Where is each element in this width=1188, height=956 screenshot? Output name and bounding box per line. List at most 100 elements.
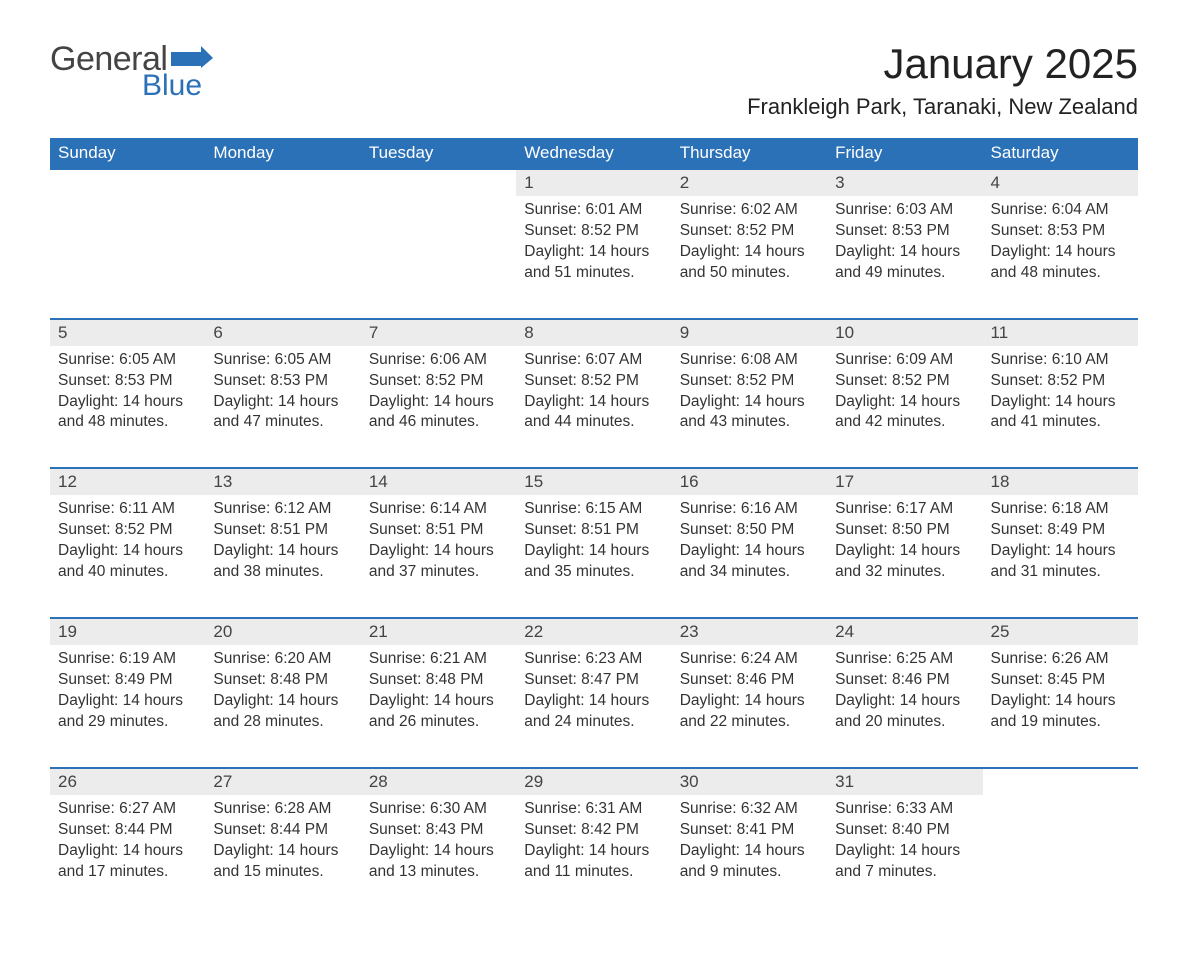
weekday-header: Saturday xyxy=(983,138,1138,169)
day-number: 6 xyxy=(205,319,360,346)
daylight-line: Daylight: 14 hours and 41 minutes. xyxy=(991,392,1130,434)
daylight-line: Daylight: 14 hours and 7 minutes. xyxy=(835,841,974,883)
sunset-line: Sunset: 8:46 PM xyxy=(835,670,974,691)
day-number: 15 xyxy=(516,468,671,495)
day-cell: Sunrise: 6:20 AMSunset: 8:48 PMDaylight:… xyxy=(205,645,360,768)
day-cell: Sunrise: 6:21 AMSunset: 8:48 PMDaylight:… xyxy=(361,645,516,768)
sunset-line: Sunset: 8:45 PM xyxy=(991,670,1130,691)
empty-day xyxy=(205,196,360,319)
empty-day xyxy=(205,169,360,196)
daylight-line: Daylight: 14 hours and 47 minutes. xyxy=(213,392,352,434)
day-number: 7 xyxy=(361,319,516,346)
sunset-line: Sunset: 8:51 PM xyxy=(524,520,663,541)
sunrise-line: Sunrise: 6:09 AM xyxy=(835,350,974,371)
sunset-line: Sunset: 8:52 PM xyxy=(524,371,663,392)
sunrise-line: Sunrise: 6:23 AM xyxy=(524,649,663,670)
sunrise-line: Sunrise: 6:11 AM xyxy=(58,499,197,520)
day-number: 26 xyxy=(50,768,205,795)
sunset-line: Sunset: 8:53 PM xyxy=(213,371,352,392)
sunset-line: Sunset: 8:49 PM xyxy=(58,670,197,691)
daylight-line: Daylight: 14 hours and 37 minutes. xyxy=(369,541,508,583)
daylight-line: Daylight: 14 hours and 43 minutes. xyxy=(680,392,819,434)
day-number: 16 xyxy=(672,468,827,495)
sunrise-line: Sunrise: 6:31 AM xyxy=(524,799,663,820)
sunset-line: Sunset: 8:46 PM xyxy=(680,670,819,691)
sunrise-line: Sunrise: 6:32 AM xyxy=(680,799,819,820)
day-cell: Sunrise: 6:07 AMSunset: 8:52 PMDaylight:… xyxy=(516,346,671,469)
day-number: 22 xyxy=(516,618,671,645)
day-number: 1 xyxy=(516,169,671,196)
day-cell: Sunrise: 6:11 AMSunset: 8:52 PMDaylight:… xyxy=(50,495,205,618)
sunrise-line: Sunrise: 6:27 AM xyxy=(58,799,197,820)
sunset-line: Sunset: 8:48 PM xyxy=(369,670,508,691)
daylight-line: Daylight: 14 hours and 13 minutes. xyxy=(369,841,508,883)
daylight-line: Daylight: 14 hours and 19 minutes. xyxy=(991,691,1130,733)
sunrise-line: Sunrise: 6:01 AM xyxy=(524,200,663,221)
location: Frankleigh Park, Taranaki, New Zealand xyxy=(747,94,1138,120)
weekday-header: Wednesday xyxy=(516,138,671,169)
day-number-row: 12131415161718 xyxy=(50,468,1138,495)
daylight-line: Daylight: 14 hours and 50 minutes. xyxy=(680,242,819,284)
sunset-line: Sunset: 8:52 PM xyxy=(58,520,197,541)
sunset-line: Sunset: 8:44 PM xyxy=(213,820,352,841)
empty-day xyxy=(983,795,1138,917)
day-cell: Sunrise: 6:09 AMSunset: 8:52 PMDaylight:… xyxy=(827,346,982,469)
day-cell: Sunrise: 6:16 AMSunset: 8:50 PMDaylight:… xyxy=(672,495,827,618)
day-cell: Sunrise: 6:30 AMSunset: 8:43 PMDaylight:… xyxy=(361,795,516,917)
title-block: January 2025 Frankleigh Park, Taranaki, … xyxy=(747,40,1138,120)
sunrise-line: Sunrise: 6:18 AM xyxy=(991,499,1130,520)
sunset-line: Sunset: 8:41 PM xyxy=(680,820,819,841)
sunrise-line: Sunrise: 6:20 AM xyxy=(213,649,352,670)
day-cell: Sunrise: 6:24 AMSunset: 8:46 PMDaylight:… xyxy=(672,645,827,768)
sunrise-line: Sunrise: 6:24 AM xyxy=(680,649,819,670)
daylight-line: Daylight: 14 hours and 32 minutes. xyxy=(835,541,974,583)
day-number: 30 xyxy=(672,768,827,795)
day-cell: Sunrise: 6:06 AMSunset: 8:52 PMDaylight:… xyxy=(361,346,516,469)
sunrise-line: Sunrise: 6:04 AM xyxy=(991,200,1130,221)
day-content-row: Sunrise: 6:27 AMSunset: 8:44 PMDaylight:… xyxy=(50,795,1138,917)
sunrise-line: Sunrise: 6:25 AM xyxy=(835,649,974,670)
sunset-line: Sunset: 8:52 PM xyxy=(680,371,819,392)
sunset-line: Sunset: 8:43 PM xyxy=(369,820,508,841)
day-cell: Sunrise: 6:17 AMSunset: 8:50 PMDaylight:… xyxy=(827,495,982,618)
sunrise-line: Sunrise: 6:07 AM xyxy=(524,350,663,371)
sunrise-line: Sunrise: 6:06 AM xyxy=(369,350,508,371)
sunset-line: Sunset: 8:51 PM xyxy=(369,520,508,541)
day-cell: Sunrise: 6:32 AMSunset: 8:41 PMDaylight:… xyxy=(672,795,827,917)
daylight-line: Daylight: 14 hours and 40 minutes. xyxy=(58,541,197,583)
day-cell: Sunrise: 6:28 AMSunset: 8:44 PMDaylight:… xyxy=(205,795,360,917)
sunrise-line: Sunrise: 6:28 AM xyxy=(213,799,352,820)
day-number: 19 xyxy=(50,618,205,645)
sunrise-line: Sunrise: 6:21 AM xyxy=(369,649,508,670)
day-number: 4 xyxy=(983,169,1138,196)
day-number: 5 xyxy=(50,319,205,346)
day-number: 27 xyxy=(205,768,360,795)
sunrise-line: Sunrise: 6:14 AM xyxy=(369,499,508,520)
empty-day xyxy=(50,196,205,319)
day-number: 17 xyxy=(827,468,982,495)
daylight-line: Daylight: 14 hours and 34 minutes. xyxy=(680,541,819,583)
daylight-line: Daylight: 14 hours and 26 minutes. xyxy=(369,691,508,733)
daylight-line: Daylight: 14 hours and 31 minutes. xyxy=(991,541,1130,583)
daylight-line: Daylight: 14 hours and 38 minutes. xyxy=(213,541,352,583)
day-content-row: Sunrise: 6:19 AMSunset: 8:49 PMDaylight:… xyxy=(50,645,1138,768)
day-number: 8 xyxy=(516,319,671,346)
empty-day xyxy=(361,169,516,196)
sunset-line: Sunset: 8:44 PM xyxy=(58,820,197,841)
daylight-line: Daylight: 14 hours and 44 minutes. xyxy=(524,392,663,434)
daylight-line: Daylight: 14 hours and 46 minutes. xyxy=(369,392,508,434)
sunrise-line: Sunrise: 6:03 AM xyxy=(835,200,974,221)
day-cell: Sunrise: 6:01 AMSunset: 8:52 PMDaylight:… xyxy=(516,196,671,319)
day-content-row: Sunrise: 6:01 AMSunset: 8:52 PMDaylight:… xyxy=(50,196,1138,319)
sunset-line: Sunset: 8:52 PM xyxy=(524,221,663,242)
sunrise-line: Sunrise: 6:30 AM xyxy=(369,799,508,820)
weekday-header-row: SundayMondayTuesdayWednesdayThursdayFrid… xyxy=(50,138,1138,169)
calendar-table: SundayMondayTuesdayWednesdayThursdayFrid… xyxy=(50,138,1138,916)
day-cell: Sunrise: 6:03 AMSunset: 8:53 PMDaylight:… xyxy=(827,196,982,319)
day-cell: Sunrise: 6:02 AMSunset: 8:52 PMDaylight:… xyxy=(672,196,827,319)
sunrise-line: Sunrise: 6:08 AM xyxy=(680,350,819,371)
day-cell: Sunrise: 6:25 AMSunset: 8:46 PMDaylight:… xyxy=(827,645,982,768)
daylight-line: Daylight: 14 hours and 51 minutes. xyxy=(524,242,663,284)
day-number: 28 xyxy=(361,768,516,795)
sunset-line: Sunset: 8:42 PM xyxy=(524,820,663,841)
